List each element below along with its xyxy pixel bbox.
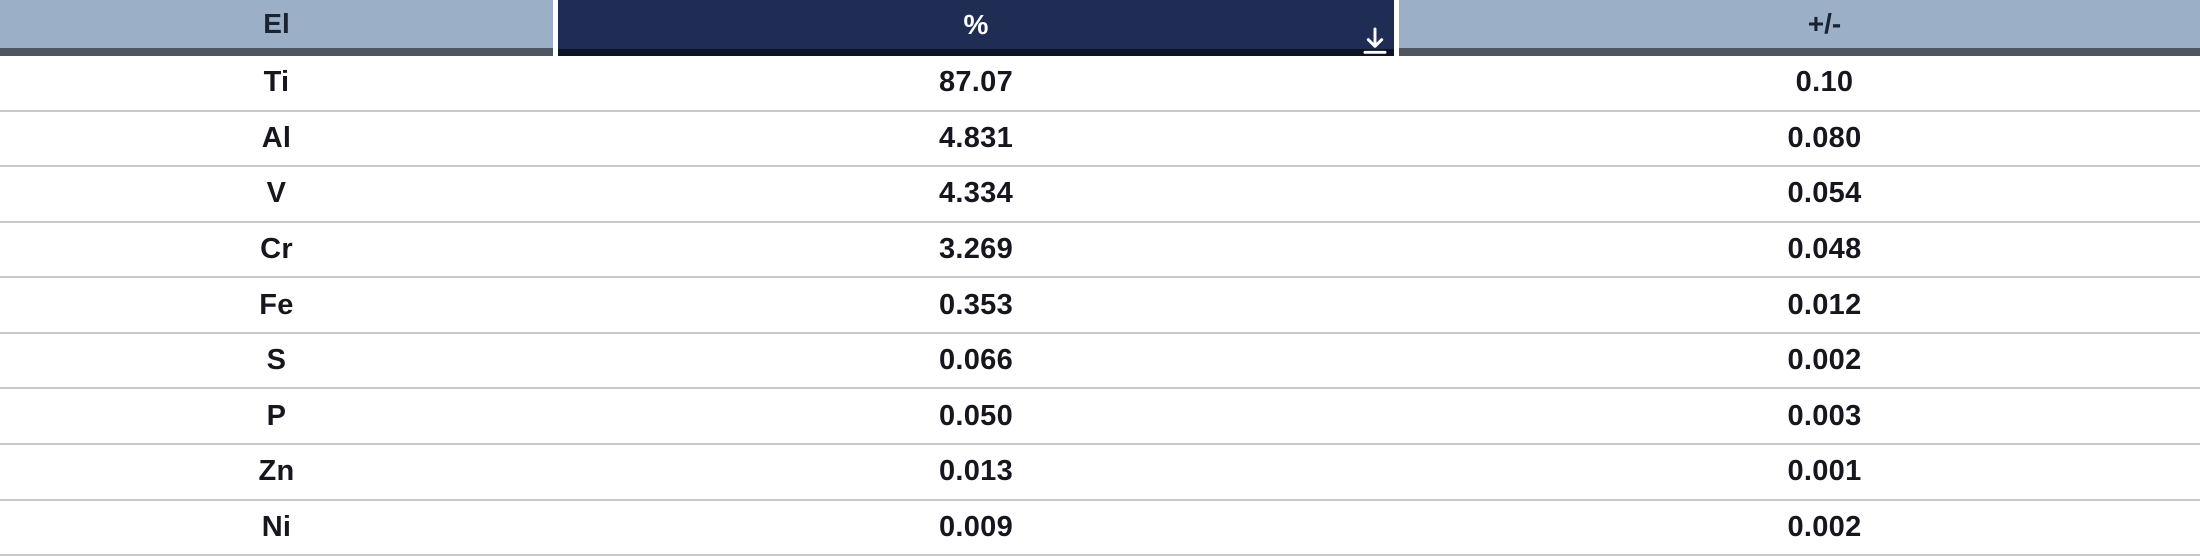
column-header-uncertainty-label: +/- [1807, 8, 1842, 39]
table-row[interactable]: V 4.334 0.054 [0, 167, 2200, 223]
uncertainty-cell: 0.012 [1787, 288, 1862, 321]
table-row[interactable]: Ni 0.009 0.002 [0, 500, 2200, 556]
table-row[interactable]: Cr 3.269 0.048 [0, 222, 2200, 279]
percent-cell: 0.013 [938, 455, 1014, 488]
uncertainty-cell: 0.003 [1787, 399, 1862, 432]
element-cell: S [266, 344, 287, 377]
download-arrow-icon[interactable] [1359, 25, 1391, 57]
element-cell: Ni [261, 510, 292, 543]
uncertainty-cell: 0.002 [1787, 344, 1862, 377]
percent-cell: 3.269 [938, 232, 1014, 265]
percent-cell: 4.831 [938, 121, 1014, 154]
percent-cell: 4.334 [938, 177, 1014, 210]
column-header-percent[interactable]: % [558, 0, 1394, 56]
percent-cell: 0.050 [938, 399, 1014, 432]
uncertainty-cell: 0.10 [1795, 66, 1854, 99]
column-header-percent-label: % [963, 8, 989, 40]
element-cell: Cr [260, 232, 293, 265]
uncertainty-cell: 0.002 [1787, 510, 1862, 543]
element-cell: Zn [258, 455, 295, 488]
element-cell: V [266, 177, 287, 210]
table-row[interactable]: Fe 0.353 0.012 [0, 278, 2200, 334]
column-header-element[interactable]: El [0, 0, 553, 56]
table-row[interactable]: S 0.066 0.002 [0, 333, 2200, 390]
percent-cell: 0.009 [938, 510, 1014, 543]
uncertainty-cell: 0.001 [1787, 455, 1862, 488]
percent-cell: 0.066 [938, 344, 1014, 377]
table-header: El % +/- [0, 0, 2200, 56]
column-header-element-label: El [263, 8, 290, 39]
element-cell: Ti [263, 66, 290, 99]
table-row[interactable]: P 0.050 0.003 [0, 389, 2200, 445]
table-body: Ti 87.07 0.10 Al 4.831 0.080 V 4.334 0.0… [0, 56, 2200, 556]
table-row[interactable]: Al 4.831 0.080 [0, 111, 2200, 168]
header-column-gap [553, 0, 558, 56]
percent-cell: 0.353 [938, 288, 1014, 321]
element-cell: Al [261, 121, 292, 154]
uncertainty-cell: 0.080 [1787, 121, 1862, 154]
uncertainty-cell: 0.054 [1787, 177, 1862, 210]
uncertainty-cell: 0.048 [1787, 232, 1862, 265]
header-column-gap [1394, 0, 1399, 56]
table-row[interactable]: Ti 87.07 0.10 [0, 56, 2200, 112]
table-row[interactable]: Zn 0.013 0.001 [0, 444, 2200, 501]
element-cell: P [266, 399, 287, 432]
element-cell: Fe [259, 288, 294, 321]
column-header-uncertainty[interactable]: +/- [1399, 0, 2200, 56]
percent-cell: 87.07 [938, 66, 1014, 99]
